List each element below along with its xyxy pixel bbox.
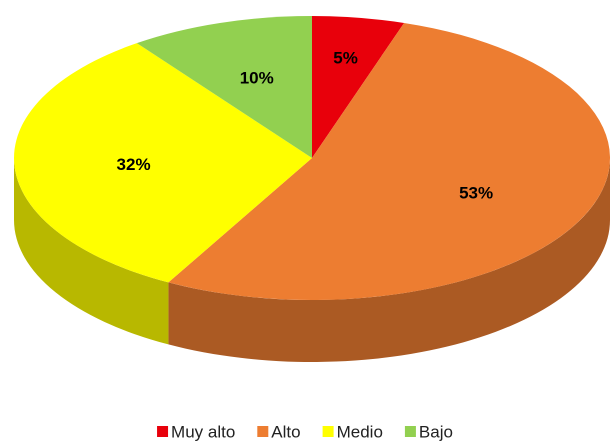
slice [312,16,405,158]
slice-side [14,158,169,345]
slice [168,22,610,300]
legend-swatch [322,426,334,437]
slice [13,43,312,283]
slice-side [168,158,610,362]
data-label: 32% [117,155,151,174]
legend-label: Alto [271,422,300,441]
legend-swatch [157,426,169,437]
legend-label: Bajo [419,422,453,441]
data-label: 5% [333,49,358,68]
data-label: 53% [459,183,493,202]
legend-label: Muy alto [171,422,235,441]
legend-swatch [404,426,416,437]
data-label: 10% [240,68,274,87]
legend-label: Medio [337,422,383,441]
legend-swatch [257,426,269,437]
slice [136,16,312,158]
